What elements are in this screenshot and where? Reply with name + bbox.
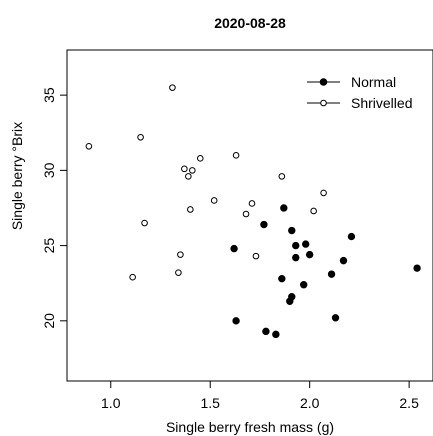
- point-shrivelled: [278, 173, 286, 180]
- point-shrivelled: [141, 219, 148, 227]
- y-tick-label: 25: [41, 238, 57, 254]
- point-shrivelled: [196, 155, 204, 162]
- chart-title: 2020-08-28: [214, 15, 286, 31]
- point-shrivelled: [129, 273, 136, 281]
- point-normal: [278, 274, 286, 283]
- point-shrivelled: [137, 133, 144, 141]
- point-shrivelled: [85, 142, 93, 150]
- y-axis: 20 25 30 35: [41, 87, 67, 329]
- x-axis: 1.0 1.5 2.0 2.5: [101, 381, 419, 411]
- point-shrivelled: [310, 207, 317, 215]
- point-normal: [292, 253, 300, 262]
- point-normal: [262, 327, 270, 336]
- legend: Normal Shrivelled: [307, 74, 412, 111]
- point-normal: [292, 241, 300, 250]
- point-normal: [339, 256, 348, 265]
- point-shrivelled: [177, 251, 184, 258]
- point-shrivelled: [175, 269, 182, 276]
- x-tick-label: 1.0: [101, 395, 121, 411]
- legend-label: Shrivelled: [351, 95, 412, 111]
- data-points: [85, 84, 421, 339]
- point-shrivelled: [210, 197, 218, 204]
- y-tick-label: 30: [41, 162, 57, 178]
- point-shrivelled: [169, 84, 176, 91]
- legend-marker: [319, 78, 328, 86]
- point-normal: [413, 264, 421, 272]
- point-normal: [347, 232, 356, 241]
- point-normal: [232, 317, 240, 325]
- legend-marker: [320, 99, 327, 107]
- x-tick-label: 1.5: [200, 395, 220, 411]
- point-shrivelled: [189, 167, 196, 174]
- y-tick-label: 20: [41, 313, 57, 329]
- point-normal: [300, 281, 308, 289]
- point-shrivelled: [181, 165, 188, 173]
- x-tick-label: 2.5: [399, 395, 419, 411]
- point-normal: [288, 293, 296, 301]
- point-shrivelled: [248, 200, 256, 207]
- y-axis-label: Single berry °Brix: [9, 122, 25, 230]
- point-normal: [331, 314, 340, 322]
- plot-frame: [66, 49, 433, 382]
- x-axis-label: Single berry fresh mass (g): [166, 419, 334, 435]
- x-tick-label: 2.0: [300, 395, 320, 411]
- y-tick-label: 35: [41, 87, 57, 103]
- point-normal: [272, 330, 280, 339]
- point-normal: [230, 244, 238, 253]
- point-normal: [301, 240, 310, 248]
- point-normal: [260, 220, 268, 229]
- point-normal: [288, 226, 296, 235]
- point-shrivelled: [232, 152, 240, 159]
- point-normal: [327, 270, 336, 278]
- point-shrivelled: [187, 206, 194, 213]
- point-normal: [280, 204, 288, 212]
- point-shrivelled: [242, 210, 250, 218]
- point-shrivelled: [185, 173, 192, 180]
- point-shrivelled: [320, 189, 327, 197]
- legend-label: Normal: [351, 74, 396, 90]
- point-shrivelled: [252, 252, 260, 260]
- point-normal: [305, 250, 314, 259]
